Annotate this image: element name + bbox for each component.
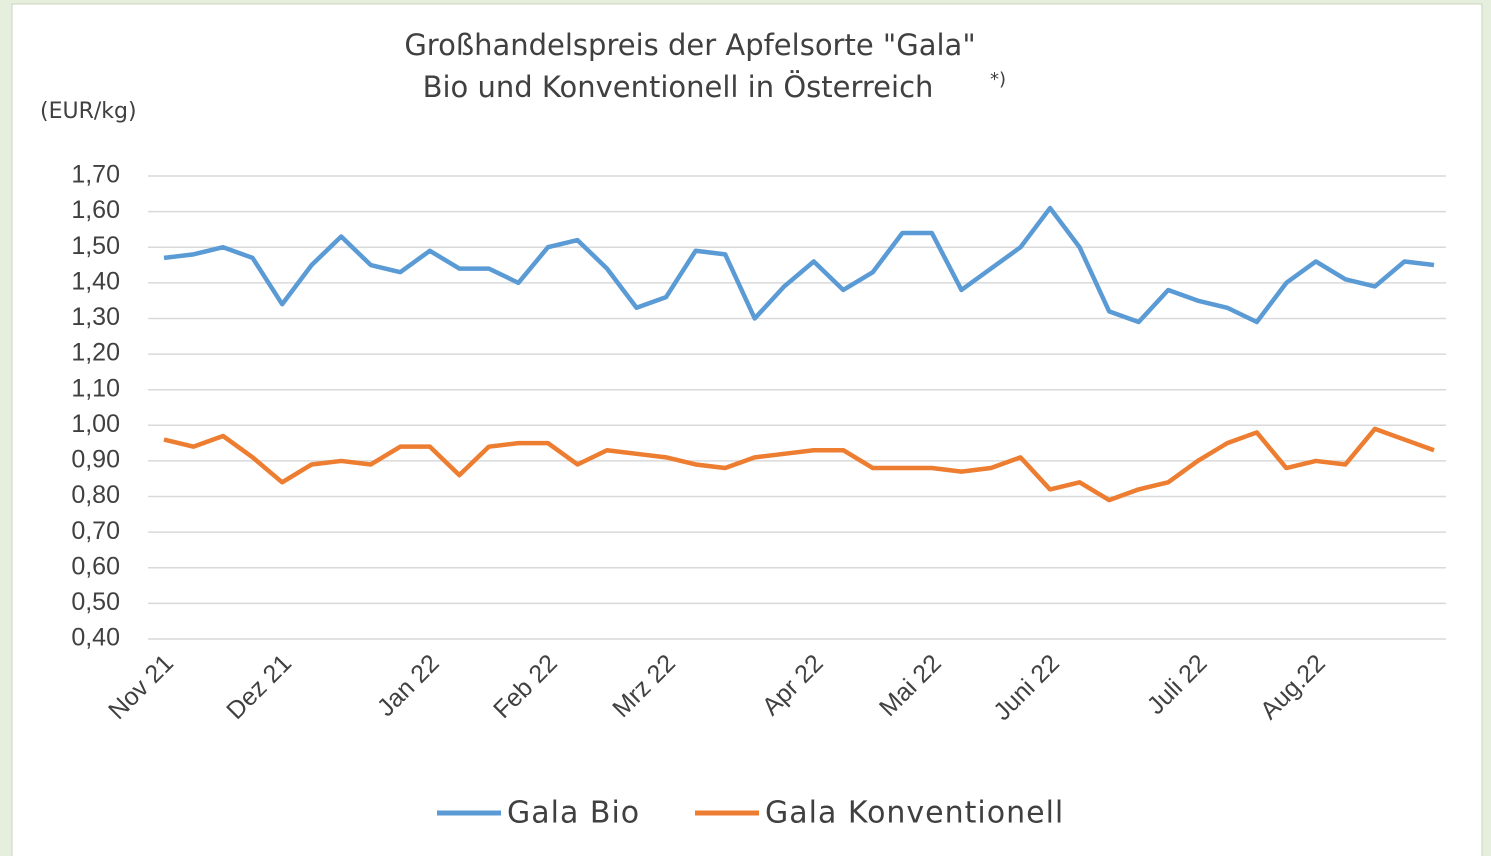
y-tick-label: 0,40 (71, 624, 120, 652)
y-tick-label: 0,90 (71, 446, 120, 474)
y-tick-label: 0,80 (71, 481, 120, 509)
y-tick-label: 1,60 (71, 196, 120, 224)
line-series (163, 426, 1435, 503)
y-tick-label: 1,20 (71, 339, 120, 367)
title-marker: *) (990, 69, 1006, 90)
y-tick-label: 1,00 (71, 410, 120, 438)
chart-panel (11, 3, 1483, 856)
y-tick-label: 0,60 (71, 552, 120, 580)
y-tick-label: 1,10 (71, 374, 120, 402)
y-tick-label: 1,30 (71, 303, 120, 331)
y-tick-label: 0,70 (71, 517, 120, 545)
legend-label: Gala Konventionell (765, 796, 1064, 831)
chart-title: Bio und Konventionell in Österreich (423, 70, 934, 104)
y-tick-label: 1,50 (71, 232, 120, 260)
chart-title: Großhandelspreis der Apfelsorte "Gala" (404, 28, 975, 62)
y-tick-label: 1,40 (71, 267, 120, 295)
line-series (163, 205, 1435, 325)
legend-label: Gala Bio (507, 796, 640, 831)
y-tick-label: 1,70 (71, 161, 120, 189)
y-tick-label: 0,50 (71, 588, 120, 616)
y-axis-label: (EUR/kg) (40, 99, 137, 124)
